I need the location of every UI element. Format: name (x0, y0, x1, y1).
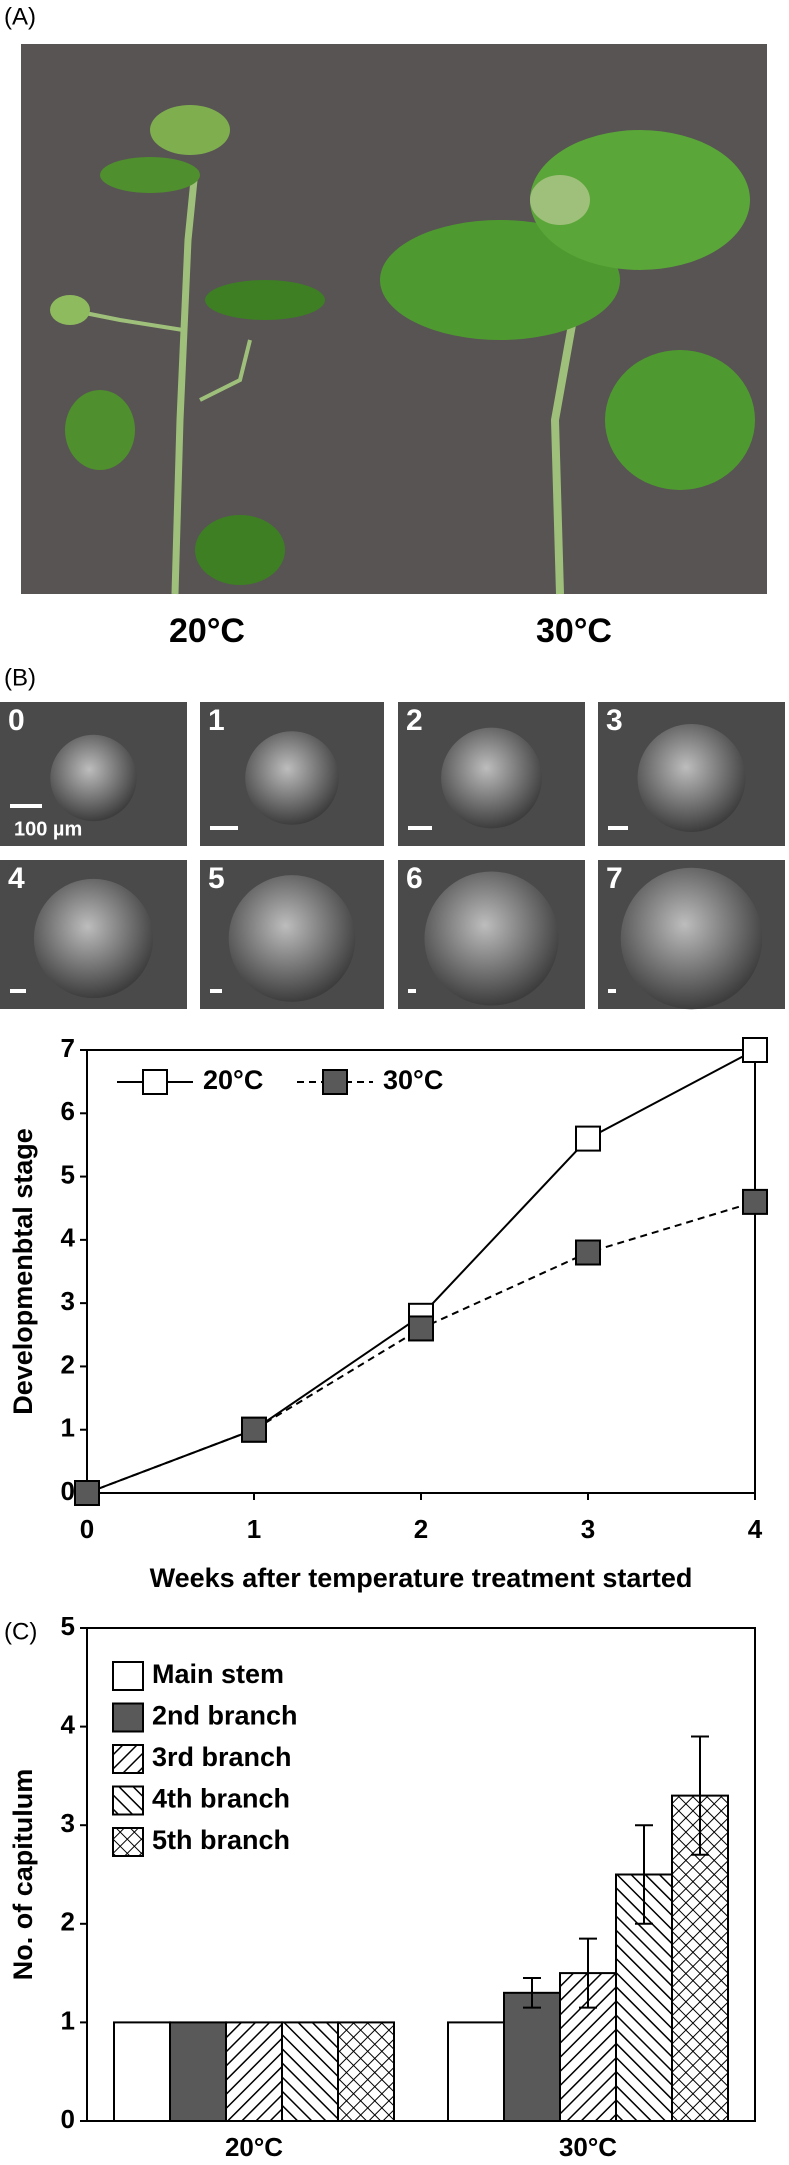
legend-label: 2nd branch (152, 1701, 298, 1731)
y-tick-label: 1 (61, 1413, 75, 1443)
stage-number: 7 (606, 862, 623, 895)
y-tick-label: 5 (61, 1159, 75, 1189)
series-line (86, 1200, 756, 1494)
legend-marker (142, 1069, 168, 1095)
legend-swatch (112, 1661, 144, 1691)
bar (503, 1991, 561, 2122)
legend-swatch (112, 1744, 144, 1774)
photo-label: 30°C (536, 612, 612, 650)
y-tick-label: 2 (61, 1907, 75, 1937)
legend-swatch (112, 1785, 144, 1816)
sem-apex (620, 867, 763, 1010)
sem-images: 0 1 2 3 4 5 6 7 100 µm (0, 702, 785, 1010)
bar (169, 2021, 227, 2123)
legend-label: 30°C (383, 1065, 443, 1095)
y-axis-label: No. of capitulum (8, 1769, 38, 1981)
marker (742, 1037, 768, 1063)
marker (575, 1125, 601, 1152)
photo-label: 20°C (169, 612, 245, 650)
y-tick-label: 7 (61, 1033, 75, 1063)
error-bar (635, 1824, 653, 1925)
bar (225, 2021, 283, 2123)
plot-frame (86, 1049, 756, 1494)
marker (742, 1188, 768, 1215)
y-tick-label: 1 (61, 2005, 75, 2035)
x-tick-label: 20°C (225, 2132, 283, 2162)
legend-label: 3rd branch (152, 1742, 292, 1772)
legend-label: Main stem (152, 1659, 284, 1689)
panel-label: (A) (4, 3, 36, 30)
scale-bar-label: 100 µm (14, 818, 82, 840)
sem-apex (637, 724, 746, 832)
y-axis-label: Developmenbtal stage (8, 1128, 38, 1415)
sem-apex (228, 875, 356, 1002)
y-tick-label: 0 (61, 2104, 75, 2134)
x-tick-label: 3 (581, 1514, 595, 1544)
y-tick-label: 3 (61, 1286, 75, 1316)
sem-apex (50, 734, 137, 822)
x-tick-label: 2 (414, 1514, 428, 1544)
legend-marker (322, 1069, 348, 1095)
legend-label: 20°C (203, 1065, 263, 1095)
y-tick-label: 3 (61, 1808, 75, 1838)
panel-label: (B) (4, 664, 36, 691)
x-tick-label: 0 (80, 1514, 94, 1544)
stage-number: 3 (606, 704, 623, 737)
error-bar (523, 1977, 541, 2009)
bar (337, 2021, 395, 2123)
sem-apex (33, 878, 154, 999)
error-bar (691, 1735, 709, 1856)
y-tick-label: 4 (61, 1223, 76, 1253)
y-tick-label: 2 (61, 1349, 75, 1379)
marker (408, 1315, 434, 1342)
x-tick-label: 1 (247, 1514, 261, 1544)
y-tick-label: 6 (61, 1096, 75, 1126)
marker (575, 1239, 601, 1266)
sem-apex (441, 727, 542, 829)
series-line (86, 1049, 756, 1494)
y-tick-label: 4 (61, 1709, 76, 1739)
y-tick-label: 0 (61, 1476, 75, 1506)
bar (447, 2021, 505, 2123)
x-tick-label: 30°C (559, 2132, 617, 2162)
panel-label: (C) (4, 1618, 37, 1645)
plant-photo (21, 44, 767, 595)
bar (281, 2021, 339, 2123)
stage-number: 5 (208, 862, 225, 895)
y-tick-label: 5 (61, 1611, 75, 1641)
stage-number: 2 (406, 704, 423, 737)
bar (113, 2021, 171, 2123)
legend-label: 4th branch (152, 1784, 290, 1814)
stage-number: 0 (8, 704, 25, 737)
x-axis-label: Weeks after temperature treatment starte… (150, 1563, 693, 1593)
marker (74, 1480, 100, 1506)
stage-number: 6 (406, 862, 423, 895)
legend-swatch (112, 1827, 144, 1857)
stage-number: 4 (8, 862, 25, 895)
marker (241, 1416, 267, 1443)
legend-swatch (112, 1702, 144, 1733)
plot-frame (86, 1627, 756, 2122)
sem-apex (245, 731, 339, 825)
legend-label: 5th branch (152, 1825, 290, 1855)
error-bar (579, 1937, 597, 2009)
sem-apex (424, 871, 559, 1006)
x-tick-label: 4 (748, 1514, 763, 1544)
stage-number: 1 (208, 704, 225, 737)
